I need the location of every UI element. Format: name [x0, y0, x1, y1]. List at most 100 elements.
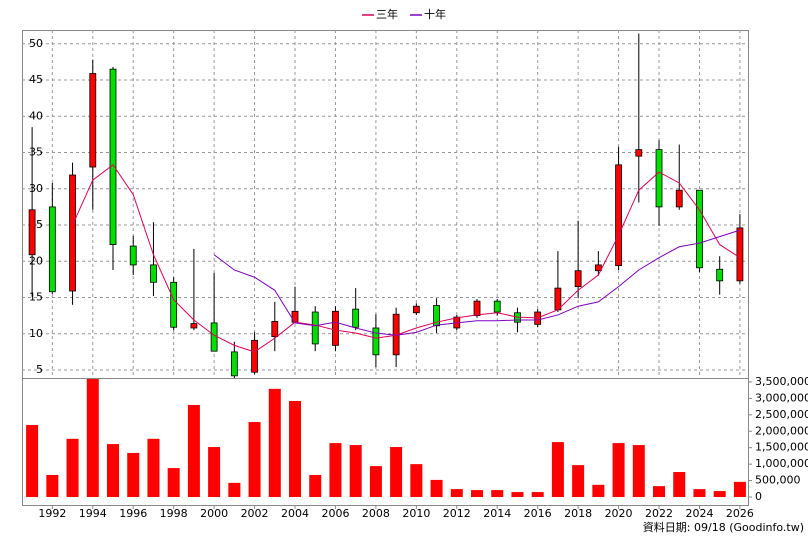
candle-body	[291, 310, 299, 323]
candle-body	[271, 321, 279, 338]
bar	[693, 489, 706, 497]
y-tick-label: 500,000	[755, 474, 801, 487]
y-tick-label: 0	[755, 490, 762, 503]
legend-label: 十年	[424, 7, 446, 21]
bar	[309, 474, 322, 497]
y-tick-label: 40	[29, 109, 43, 122]
candle-body	[150, 264, 157, 283]
candle-body	[210, 322, 218, 352]
x-tick-label: 2020	[605, 507, 633, 520]
candle-body	[251, 339, 258, 373]
candle-body	[230, 351, 238, 377]
y-tick-label: 1,000,000	[755, 457, 808, 470]
candle-body	[129, 245, 137, 266]
bar	[592, 484, 605, 497]
x-tick-label: 2000	[200, 507, 228, 520]
footer: 資料日期: 09/18 (Goodinfo.tw)	[643, 520, 804, 534]
y-tick-label: 5	[36, 363, 43, 376]
bar	[369, 466, 382, 497]
bar	[713, 491, 726, 497]
x-tick-label: 2014	[483, 507, 511, 520]
y-tick-label: 20	[29, 254, 43, 267]
x-tick-label: 1994	[79, 507, 107, 520]
bar	[673, 472, 686, 497]
y-tick-label: 1,500,000	[755, 441, 808, 454]
bar	[612, 443, 625, 497]
x-tick-label: 2008	[362, 507, 390, 520]
candle-body	[655, 149, 663, 208]
bar	[632, 445, 645, 497]
bar	[268, 388, 281, 497]
bar	[572, 465, 585, 497]
bar	[86, 378, 99, 497]
candle-body	[473, 300, 481, 317]
candle-body	[28, 209, 36, 256]
bar	[430, 479, 443, 497]
bar	[390, 447, 403, 497]
bar	[491, 490, 504, 497]
y-tick-label: 15	[29, 291, 43, 304]
bar	[66, 438, 79, 497]
candle-body	[311, 311, 319, 345]
bar	[127, 452, 140, 497]
bar	[248, 422, 261, 497]
bar	[349, 445, 362, 497]
candle-body	[594, 264, 602, 272]
y-tick-label: 30	[29, 182, 43, 195]
x-tick-label: 2022	[645, 507, 673, 520]
bar	[208, 447, 221, 497]
bar	[531, 492, 544, 497]
y-tick-label: 35	[29, 146, 43, 159]
x-tick-label: 2016	[524, 507, 552, 520]
x-tick-label: 2026	[726, 507, 754, 520]
candle-body	[615, 164, 622, 267]
y-tick-label: 3,000,000	[755, 391, 808, 404]
candle-body	[635, 149, 643, 157]
candle-body	[554, 287, 562, 311]
line-series	[72, 164, 741, 353]
y-tick-label: 10	[29, 327, 43, 340]
x-tick-label: 2006	[321, 507, 349, 520]
bar	[410, 464, 423, 497]
bar	[471, 490, 484, 497]
candle-body	[372, 327, 380, 356]
x-tick-label: 2024	[685, 507, 713, 520]
bar	[329, 443, 342, 497]
candle-body	[332, 310, 339, 346]
y-tick-label: 45	[29, 73, 43, 86]
candle-body	[190, 323, 198, 329]
bar	[167, 468, 180, 497]
x-tick-label: 2012	[443, 507, 471, 520]
y-tick-label: 2,500,000	[755, 408, 808, 421]
candle-body	[433, 305, 440, 327]
x-tick-label: 2004	[281, 507, 309, 520]
x-tick-label: 2010	[402, 507, 430, 520]
y-tick-label: 3,500,000	[755, 375, 808, 388]
candle-body	[675, 189, 683, 208]
bar	[511, 492, 524, 497]
bar	[733, 481, 746, 497]
candle-body	[493, 300, 501, 313]
x-tick-label: 1998	[160, 507, 188, 520]
frame	[22, 30, 749, 506]
candle-body	[69, 174, 76, 292]
candle-body	[170, 281, 178, 328]
bar	[228, 482, 241, 497]
bar	[551, 442, 564, 497]
x-tick-label: 1992	[38, 507, 66, 520]
bar	[289, 401, 302, 497]
x-tick-label: 1996	[119, 507, 147, 520]
bar	[26, 425, 39, 497]
candle-body	[574, 270, 582, 288]
candle-body	[352, 308, 360, 328]
y-tick-label: 50	[29, 37, 43, 50]
candle-body	[89, 73, 97, 168]
bar	[147, 438, 160, 497]
candle-body	[109, 68, 117, 245]
candle-body	[696, 189, 703, 269]
bar	[46, 474, 59, 497]
bar	[653, 486, 666, 497]
line-series	[213, 229, 741, 336]
candle-body	[736, 227, 744, 282]
